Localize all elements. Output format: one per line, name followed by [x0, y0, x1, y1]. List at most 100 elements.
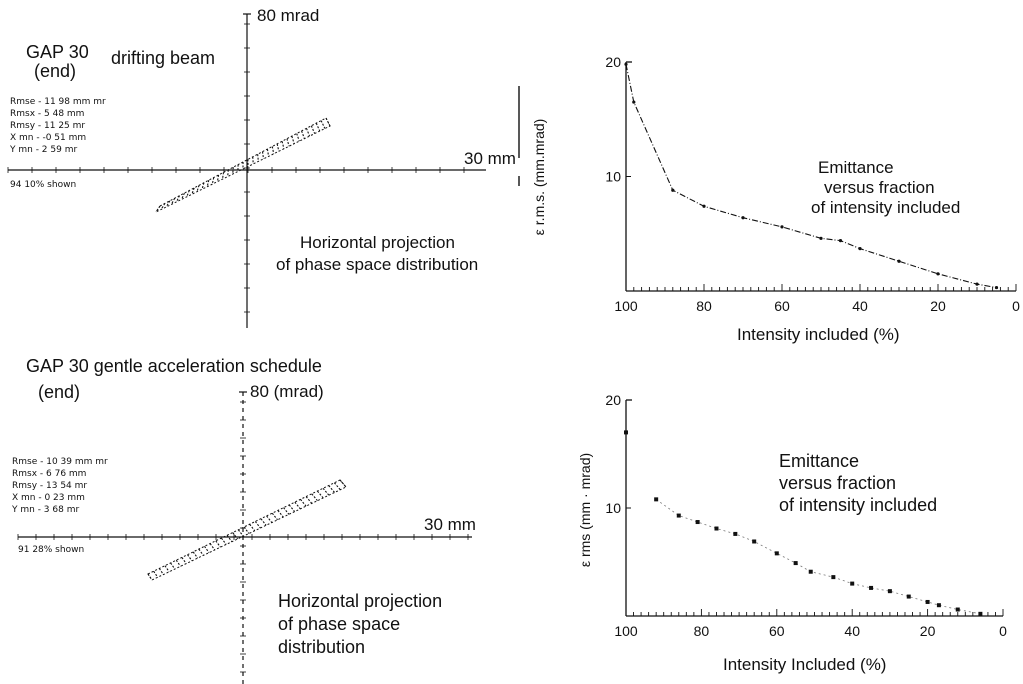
beam-hatch [305, 496, 313, 504]
y-tick-label: 20 [605, 54, 621, 70]
beam-hatch [325, 117, 331, 127]
beam-hatch [328, 485, 336, 493]
emittance-data-point [741, 216, 745, 220]
beam-hatch [227, 169, 229, 177]
emittance-data-point [869, 585, 874, 590]
emittance-data-point [671, 188, 675, 192]
beam-hatch [187, 554, 193, 562]
panel-subtitle: (end) [38, 382, 81, 402]
emittance-data-point [955, 607, 960, 612]
x-tick-label: 100 [614, 298, 638, 314]
beam-hatch [216, 174, 220, 182]
caption-line: Horizontal projection [300, 233, 455, 252]
beam-hatch [196, 185, 200, 192]
emittance-data-point [780, 225, 784, 229]
emittance-data-point [994, 285, 999, 290]
beam-hatch [305, 128, 311, 137]
emittance-data-point [850, 581, 855, 586]
beam-hatch [160, 203, 166, 210]
chart-annotation: of intensity included [779, 495, 938, 515]
beam-hatch [266, 148, 270, 157]
stat-line: Rmse - 11 98 mm mr [10, 97, 106, 107]
x-axis-title: Intensity Included (%) [723, 655, 887, 674]
beam-hatch [296, 133, 300, 142]
emittance-data-point [624, 430, 628, 435]
emittance-data-point [632, 100, 636, 104]
beam-hatch [226, 534, 233, 543]
x-tick-label: 40 [844, 623, 860, 639]
emittance-data-point [819, 236, 823, 240]
y-tick-label: 10 [605, 169, 621, 185]
beam-hatch [322, 487, 330, 496]
beam-hatch [175, 559, 181, 567]
beam-stats: Rmse - 10 39 mm mr Rmsx - 6 76 mm Rmsy -… [12, 456, 108, 516]
caption-line: of phase space distribution [276, 255, 479, 274]
beam-hatch [257, 154, 259, 162]
beam-hatch [301, 130, 305, 139]
beam-hatch [286, 138, 290, 147]
beam-hatch [316, 490, 324, 499]
beam-hatch [283, 507, 290, 515]
emittance-data-point [831, 575, 836, 580]
beam-hatch [198, 548, 204, 556]
chart-annotation: versus fraction [824, 178, 935, 197]
x-axis-label: 30 mm [464, 149, 516, 168]
x-tick-label: 80 [694, 623, 710, 639]
beam-hatch [333, 482, 341, 491]
caption-line: of phase space [278, 614, 401, 634]
beam-hatch [276, 143, 280, 152]
chart-annotation: Emittance [818, 158, 894, 177]
beam-hatch [220, 537, 227, 545]
emittance-data-point [838, 239, 843, 243]
y-tick-label: 20 [605, 392, 621, 408]
y-axis-label: 80 mrad [257, 6, 320, 25]
stat-line: X mn - -0 51 mm [10, 133, 87, 143]
chart-annotation: versus fraction [779, 473, 897, 493]
shown-percent: 91 28% shown [18, 545, 85, 555]
stat-line: Rmse - 10 39 mm mr [12, 457, 108, 467]
x-tick-label: 60 [774, 298, 790, 314]
emittance-data-point [793, 561, 798, 566]
stat-line: X mn - 0 23 mm [12, 493, 85, 503]
beam-hatch [339, 479, 347, 488]
emittance-trend-line [655, 499, 981, 615]
beam-hatch [288, 504, 296, 512]
beam-hatch [261, 151, 265, 159]
beam-hatch [320, 120, 326, 129]
beam-hatch [232, 532, 239, 540]
beam-hatch [300, 499, 307, 507]
emittance-data-point [752, 539, 757, 544]
emittance-data-point [702, 204, 706, 208]
x-tick-label: 100 [614, 623, 638, 639]
panel-title: GAP 30 [26, 42, 89, 62]
beam-hatch [311, 493, 318, 502]
beam-hatch [294, 501, 301, 510]
emittance-data-point [858, 247, 862, 251]
x-tick-label: 20 [930, 298, 946, 314]
emittance-data-point [733, 531, 738, 536]
emittance-data-point [925, 599, 930, 604]
beam-hatch [209, 543, 216, 551]
x-tick-label: 40 [852, 298, 868, 314]
beam-hatch [192, 551, 199, 559]
beam-hatch [175, 195, 181, 203]
beam-hatch [186, 190, 190, 198]
x-tick-label: 20 [920, 623, 936, 639]
emittance-data-point [936, 272, 940, 276]
beam-hatch [201, 182, 205, 190]
beam-hatch [271, 146, 275, 154]
shown-percent: 94 10% shown [10, 180, 77, 190]
beam-hatch [315, 122, 321, 132]
emittance-data-point [695, 520, 700, 525]
y-axis-title: ε rms (mm · mrad) [577, 453, 593, 567]
x-axis-title: Intensity included (%) [737, 325, 900, 344]
panel-heading: drifting beam [111, 48, 216, 68]
beam-hatch [249, 523, 256, 532]
beam-hatch [170, 562, 176, 570]
beam-hatch [165, 200, 171, 208]
y-axis-label: 80 (mrad) [250, 382, 324, 401]
beam-hatch [181, 557, 187, 564]
x-tick-label: 0 [1012, 298, 1020, 314]
caption-line: distribution [278, 637, 366, 657]
beam-hatch [266, 515, 273, 523]
